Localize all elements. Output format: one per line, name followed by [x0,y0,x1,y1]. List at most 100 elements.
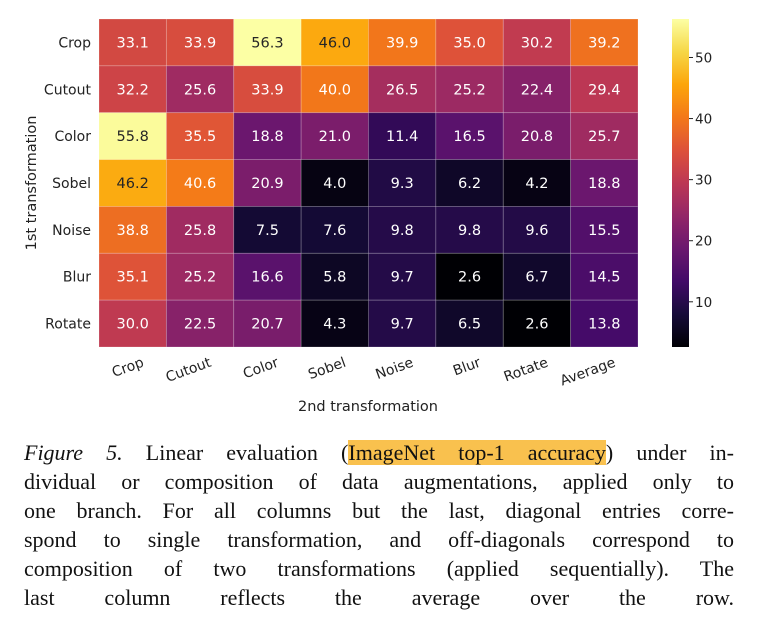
cell-value: 7.6 [323,223,346,239]
cell-value: 33.9 [184,35,216,51]
x-axis-label: 2nd transformation [298,399,438,415]
x-tick-label: Rotate [502,355,551,386]
figure-caption: Figure 5. Linear evaluation (ImageNet to… [24,438,734,612]
cell-value: 32.2 [117,82,149,98]
x-tick-label: Color [241,355,281,383]
cell-value: 30.0 [117,317,149,333]
caption-line: dividual or composition of data augmenta… [24,469,734,494]
cell-value: 25.2 [184,270,216,286]
cell-value: 4.0 [323,176,346,192]
cell-value: 25.6 [184,82,216,98]
cell-value: 9.6 [525,223,548,239]
cell-value: 56.3 [251,35,283,51]
cell-value: 26.5 [386,82,418,98]
cell-value: 18.8 [588,176,620,192]
cell-value: 40.0 [319,82,351,98]
colorbar-tick-label: 50 [695,50,712,66]
cell-value: 9.3 [391,176,414,192]
cell-value: 46.0 [319,35,351,51]
y-tick-label: Rotate [45,317,91,333]
heatmap-cell [233,252,302,301]
x-tick-label: Crop [110,355,146,381]
heatmap-cell [570,252,639,301]
colorbar-tick-label: 40 [695,112,712,128]
cell-value: 35.1 [117,270,149,286]
heatmap-cell [165,252,235,301]
colorbar-tick-label: 10 [695,295,712,311]
cell-value: 4.3 [323,317,346,333]
cell-value: 18.8 [251,129,283,145]
cell-value: 20.7 [251,317,283,333]
y-tick-label: Noise [52,223,91,239]
x-tick-label: Cutout [164,355,214,386]
heatmap-cell [165,112,235,160]
cell-value: 16.6 [251,270,283,286]
colorbar [672,19,689,347]
caption-line: last column reflects the average over th… [24,585,734,610]
cell-value: 22.5 [184,317,216,333]
y-tick-label: Sobel [52,176,91,192]
heatmap-cell [368,65,437,114]
x-tick-label: Sobel [306,355,348,383]
caption-line: one branch. For all columns but the last… [24,498,734,523]
heatmap-cell [300,112,369,160]
heatmap-cell [368,159,437,207]
heatmap-cell [435,206,504,254]
heatmap-cell [98,112,167,160]
heatmap-cell [165,18,235,67]
colorbar-tick-label: 20 [695,234,712,250]
cell-value: 14.5 [588,270,620,286]
heatmap-cell [570,18,639,67]
y-tick-label: Color [54,129,91,145]
cell-value: 9.7 [391,317,414,333]
heatmap-cell [98,65,167,114]
cell-value: 38.8 [117,223,149,239]
heatmap-cell [570,206,639,254]
cell-value: 39.2 [588,35,620,51]
heatmap-cell [570,112,639,160]
caption-line: spond to single transformation, and off-… [24,527,734,552]
heatmap-cell [502,112,572,160]
caption-line: composition of two transformations (appl… [24,556,734,581]
heatmap-cell [368,252,437,301]
cell-value: 9.8 [391,223,414,239]
cell-value: 5.8 [323,270,346,286]
heatmap-cell [435,252,504,301]
y-axis-label: 1st transformation [24,116,40,251]
heatmap-cell [300,18,369,67]
cell-value: 20.9 [251,176,283,192]
heatmap-cell [368,206,437,254]
cell-value: 2.6 [458,270,481,286]
heatmap-cell [368,112,437,160]
cell-value: 35.0 [453,35,485,51]
colorbar-tick-label: 30 [695,173,712,189]
cell-value: 25.8 [184,223,216,239]
figure-label: Figure 5. [24,440,123,465]
cell-value: 40.6 [184,176,216,192]
caption-text: Linear evaluation ( [122,440,349,465]
cell-value: 9.8 [458,223,481,239]
cell-value: 33.9 [251,82,283,98]
cell-value: 21.0 [319,129,351,145]
cell-value: 13.8 [588,317,620,333]
cell-value: 2.6 [525,317,548,333]
cell-value: 39.9 [386,35,418,51]
cell-value: 6.2 [458,176,481,192]
heatmap-cell [435,299,504,348]
cell-value: 33.1 [117,35,149,51]
heatmap-cell [570,65,639,114]
cell-value: 25.7 [588,129,620,145]
heatmap-cell [435,18,504,67]
x-tick-label: Noise [374,355,416,383]
heatmap-cell [165,299,235,348]
cell-value: 20.8 [521,129,553,145]
heatmap-cell [300,206,369,254]
heatmap-cell [98,159,167,207]
heatmap-cell [165,65,235,114]
cell-value: 46.2 [117,176,149,192]
cell-value: 7.5 [256,223,279,239]
heatmap-cell [502,299,572,348]
heatmap-cell [233,159,302,207]
cell-value: 25.2 [453,82,485,98]
cell-value: 16.5 [453,129,485,145]
